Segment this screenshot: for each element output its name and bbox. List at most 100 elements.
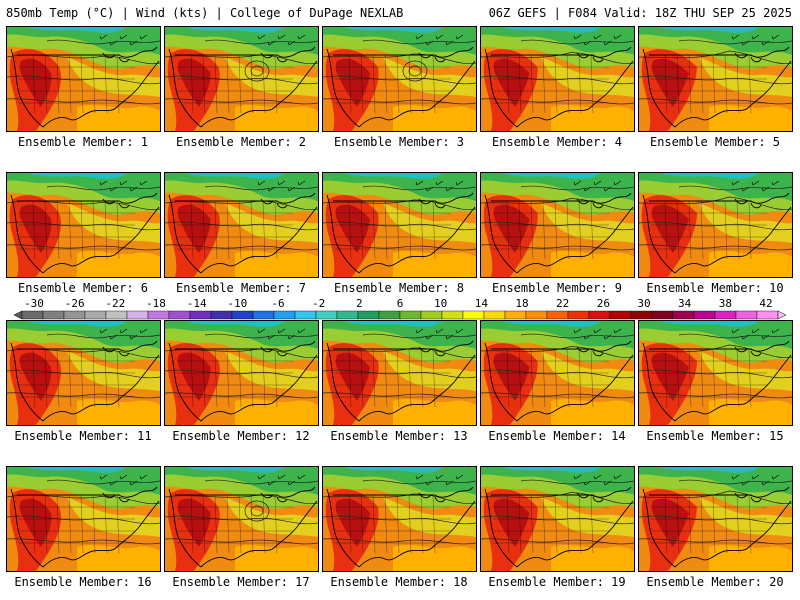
ensemble-member-map: [480, 466, 635, 572]
colorbar-tick-label: 26: [597, 298, 610, 310]
ensemble-member-label: Ensemble Member: 12: [172, 429, 310, 443]
ensemble-member-label: Ensemble Member: 18: [330, 575, 468, 589]
ensemble-member-map: [164, 26, 319, 132]
colorbar-swatches: [13, 310, 787, 320]
colorbar-swatch: [462, 310, 485, 320]
ensemble-member-map: [164, 320, 319, 426]
ensemble-member-map: [480, 320, 635, 426]
colorbar-swatch: [630, 310, 653, 320]
colorbar-tick-label: -6: [271, 298, 284, 310]
ensemble-member-label: Ensemble Member: 4: [491, 135, 623, 149]
colorbar-swatch: [147, 310, 170, 320]
ensemble-member-map: [638, 320, 793, 426]
ensemble-member-label: Ensemble Member: 14: [488, 429, 626, 443]
ensemble-member-map: [322, 172, 477, 278]
colorbar-swatch: [315, 310, 338, 320]
colorbar-swatch: [42, 310, 65, 320]
ensemble-member-map: [638, 172, 793, 278]
ensemble-member-map: [322, 466, 477, 572]
colorbar-tick-label: 34: [678, 298, 692, 310]
ensemble-member-label: Ensemble Member: 11: [14, 429, 152, 443]
colorbar-tick-label: -30: [24, 298, 44, 310]
ensemble-member-label: Ensemble Member: 2: [175, 135, 307, 149]
colorbar-swatch: [588, 310, 611, 320]
model-run-info: 06Z GEFS | F084 Valid: 18Z THU SEP 25 20…: [488, 6, 792, 20]
colorbar-tick-label: 6: [397, 298, 404, 310]
colorbar-swatch: [672, 310, 695, 320]
colorbar-swatch: [63, 310, 86, 320]
ensemble-member-map: [480, 26, 635, 132]
ensemble-member-label: Ensemble Member: 9: [491, 281, 623, 295]
colorbar-tick-label: -22: [105, 298, 125, 310]
colorbar-swatch: [546, 310, 569, 320]
colorbar-tick-label: -10: [227, 298, 247, 310]
ensemble-member-label: Ensemble Member: 15: [646, 429, 784, 443]
ensemble-member-map: [322, 26, 477, 132]
colorbar-swatch: [21, 310, 44, 320]
colorbar-swatch: [189, 310, 212, 320]
colorbar-swatch: [441, 310, 464, 320]
ensemble-member-label: Ensemble Member: 17: [172, 575, 310, 589]
colorbar-swatch: [294, 310, 317, 320]
colorbar-swatch: [336, 310, 359, 320]
colorbar-tick-label: 10: [434, 298, 447, 310]
ensemble-member-label: Ensemble Member: 10: [646, 281, 784, 295]
colorbar-swatch: [714, 310, 737, 320]
colorbar-high-arrow: [777, 310, 787, 320]
colorbar-swatch: [420, 310, 443, 320]
ensemble-member-label: Ensemble Member: 3: [333, 135, 465, 149]
colorbar-swatch: [126, 310, 149, 320]
colorbar-tick-label: -26: [65, 298, 85, 310]
colorbar-tick-label: -18: [146, 298, 166, 310]
ensemble-member-map: [6, 320, 161, 426]
colorbar-tick-labels: -30 -26 -22 -18 -14 -10 -6 -2 2 6 10 14 18 22 26 30 34 38…: [24, 298, 773, 310]
ensemble-member-label: Ensemble Member: 7: [175, 281, 307, 295]
colorbar-tick-label: -2: [312, 298, 325, 310]
colorbar-swatch: [567, 310, 590, 320]
colorbar-tick-label: -14: [187, 298, 207, 310]
ensemble-member-label: Ensemble Member: 20: [646, 575, 784, 589]
colorbar-swatch: [609, 310, 632, 320]
colorbar-swatch: [693, 310, 716, 320]
colorbar-swatch: [84, 310, 107, 320]
colorbar-tick-label: 14: [475, 298, 489, 310]
colorbar-tick-label: 30: [637, 298, 650, 310]
colorbar-swatch: [378, 310, 401, 320]
ensemble-member-label: Ensemble Member: 1: [17, 135, 149, 149]
colorbar-swatch: [231, 310, 254, 320]
ensemble-member-map: [638, 26, 793, 132]
colorbar-low-arrow: [13, 310, 23, 320]
ensemble-member-map: [6, 26, 161, 132]
temperature-colorbar: -30 -26 -22 -18 -14 -10 -6 -2 2 6 10 14 18 22 26 30 34 38…: [13, 298, 787, 320]
ensemble-member-map: [638, 466, 793, 572]
ensemble-member-label: Ensemble Member: 13: [330, 429, 468, 443]
colorbar-swatch: [168, 310, 191, 320]
colorbar-swatch: [483, 310, 506, 320]
ensemble-member-label: Ensemble Member: 16: [14, 575, 152, 589]
colorbar-tick-label: 38: [719, 298, 732, 310]
colorbar-swatch: [651, 310, 674, 320]
ensemble-member-map: [480, 172, 635, 278]
ensemble-member-map: [164, 466, 319, 572]
colorbar-swatch: [504, 310, 527, 320]
colorbar-swatch: [399, 310, 422, 320]
ensemble-member-map: [164, 172, 319, 278]
ensemble-member-map: [6, 466, 161, 572]
ensemble-member-label: Ensemble Member: 6: [17, 281, 149, 295]
colorbar-swatch: [735, 310, 758, 320]
colorbar-swatch: [252, 310, 275, 320]
colorbar-swatch: [105, 310, 128, 320]
ensemble-member-map: [6, 172, 161, 278]
colorbar-tick-label: 18: [515, 298, 528, 310]
colorbar-tick-label: 42: [759, 298, 772, 310]
colorbar-swatch: [756, 310, 779, 320]
colorbar-swatch: [357, 310, 380, 320]
ensemble-member-label: Ensemble Member: 19: [488, 575, 626, 589]
colorbar-swatch: [273, 310, 296, 320]
ensemble-member-label: Ensemble Member: 5: [649, 135, 781, 149]
colorbar-tick-label: 22: [556, 298, 569, 310]
colorbar-swatch: [525, 310, 548, 320]
colorbar-tick-label: 2: [356, 298, 363, 310]
ensemble-member-map: [322, 320, 477, 426]
ensemble-member-label: Ensemble Member: 8: [333, 281, 465, 295]
